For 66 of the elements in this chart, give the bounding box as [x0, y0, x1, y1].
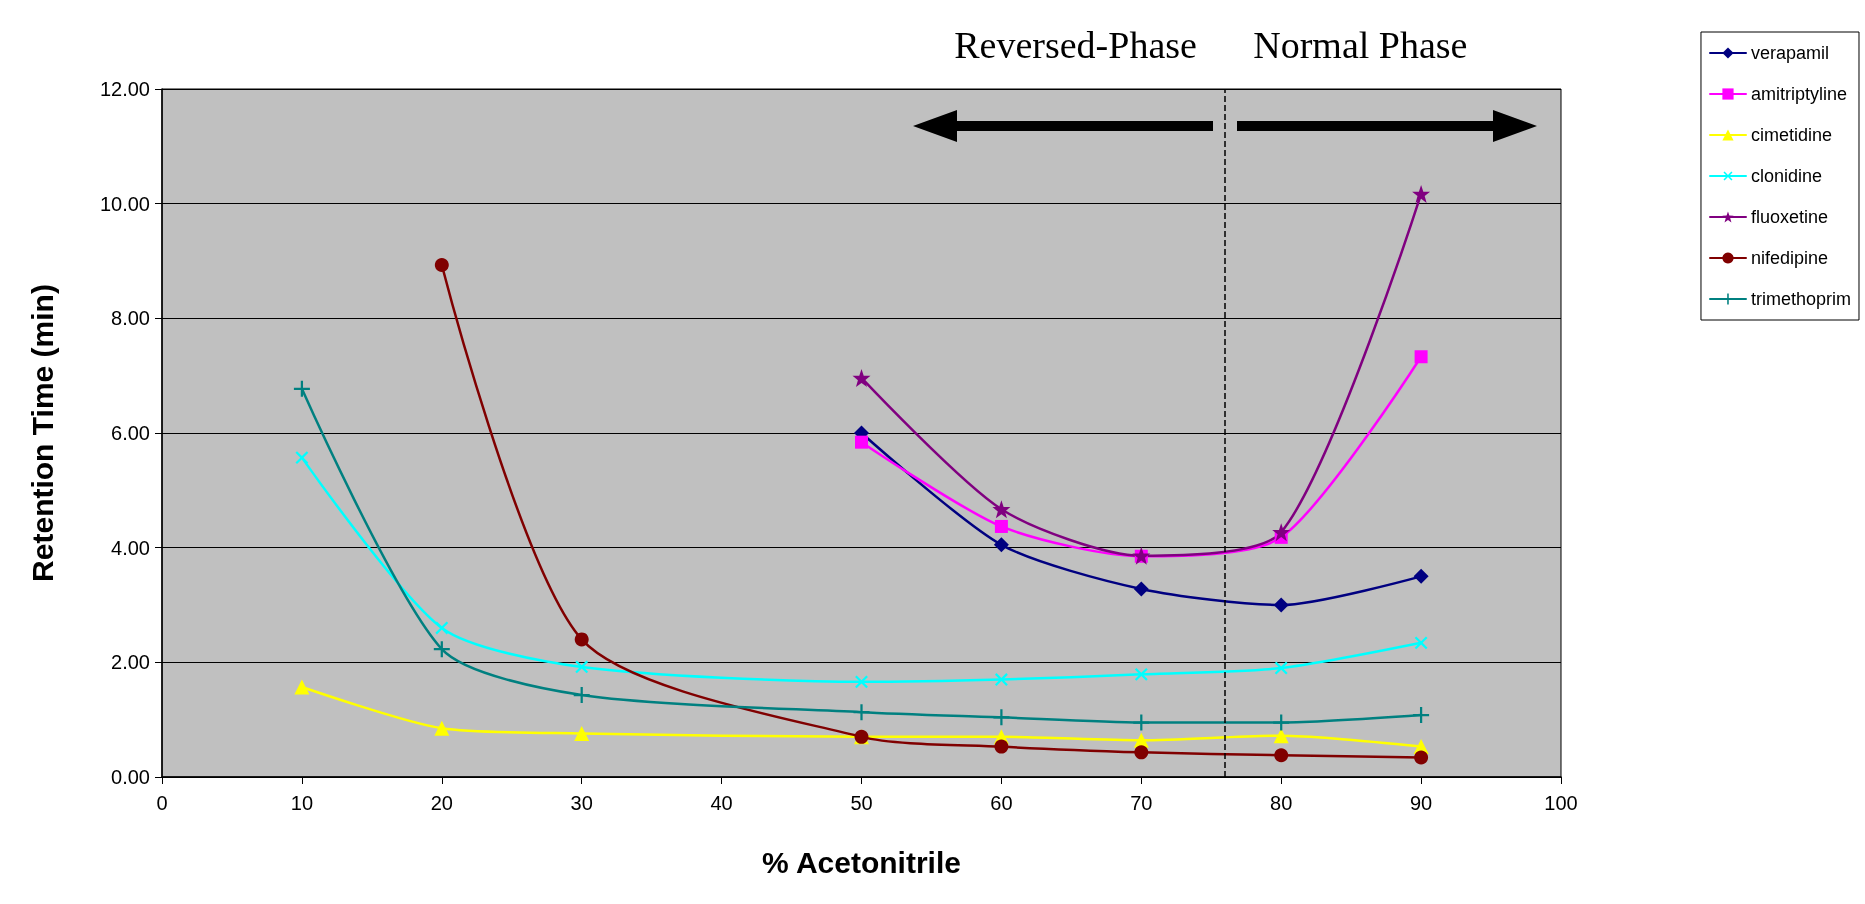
point — [575, 660, 589, 674]
legend-label: nifedipine — [1750, 248, 1829, 268]
y-axis-title: Retention Time (min) — [25, 284, 59, 582]
x-tick-label: 10 — [290, 792, 314, 814]
y-tick-label: 8.00 — [111, 307, 150, 330]
point — [852, 368, 871, 387]
point — [1134, 745, 1149, 760]
y-tick-label: 2.00 — [111, 651, 150, 674]
point — [434, 258, 449, 273]
legend-label: clonidine — [1750, 166, 1823, 186]
text: Reversed-Phase — [940, 17, 1211, 73]
legend-label: verapamil — [1750, 43, 1830, 63]
legend-label: fluoxetine — [1750, 207, 1829, 227]
x-tick-label: 50 — [850, 792, 873, 814]
point — [1274, 748, 1289, 763]
point — [855, 435, 868, 449]
point — [295, 451, 309, 465]
point — [574, 632, 589, 647]
point — [994, 739, 1009, 754]
point — [993, 537, 1009, 553]
point — [1412, 184, 1431, 203]
x-tick-label: 90 — [1409, 792, 1433, 814]
point — [1272, 523, 1291, 542]
point — [992, 500, 1011, 519]
point — [433, 641, 450, 658]
y-tick-label: 4.00 — [111, 536, 150, 559]
x-tick-label: 20 — [430, 792, 453, 814]
point — [1273, 714, 1290, 731]
point — [1414, 350, 1428, 364]
point — [434, 720, 450, 736]
y-tick-label: 0.00 — [111, 766, 150, 788]
point — [1413, 707, 1430, 724]
point — [855, 675, 868, 689]
x-tick-label: 70 — [1130, 792, 1153, 814]
y-tick-label: 12.00 — [99, 78, 150, 100]
point — [435, 621, 449, 635]
y-tick-label: 6.00 — [111, 422, 150, 444]
point — [573, 687, 590, 704]
point — [1414, 750, 1429, 765]
point — [994, 519, 1008, 533]
x-tick-label: 100 — [1544, 792, 1578, 814]
point — [1413, 568, 1429, 584]
point — [1133, 581, 1149, 597]
point — [293, 380, 310, 397]
x-axis-title: % Acetonitrile — [762, 845, 961, 879]
x-tick-label: 0 — [156, 792, 168, 814]
point — [1133, 714, 1150, 731]
point — [1274, 661, 1288, 675]
text: Normal Phase — [1239, 17, 1482, 73]
legend-label: cimetidine — [1750, 125, 1833, 145]
x-tick-label: 30 — [570, 792, 593, 814]
legend-label: amitriptyline — [1750, 84, 1848, 104]
x-tick-label: 60 — [990, 792, 1013, 814]
legend-label: trimethoprim — [1750, 289, 1852, 309]
point — [574, 725, 590, 741]
point — [1273, 597, 1289, 613]
point — [294, 679, 310, 695]
point — [1134, 667, 1148, 681]
point — [993, 709, 1010, 726]
point — [1414, 636, 1428, 650]
point — [1273, 728, 1289, 744]
point — [853, 704, 870, 721]
y-tick-label: 10.00 — [99, 192, 150, 215]
x-tick-label: 40 — [710, 792, 733, 814]
point — [994, 673, 1008, 686]
x-tick-label: 80 — [1270, 792, 1293, 814]
